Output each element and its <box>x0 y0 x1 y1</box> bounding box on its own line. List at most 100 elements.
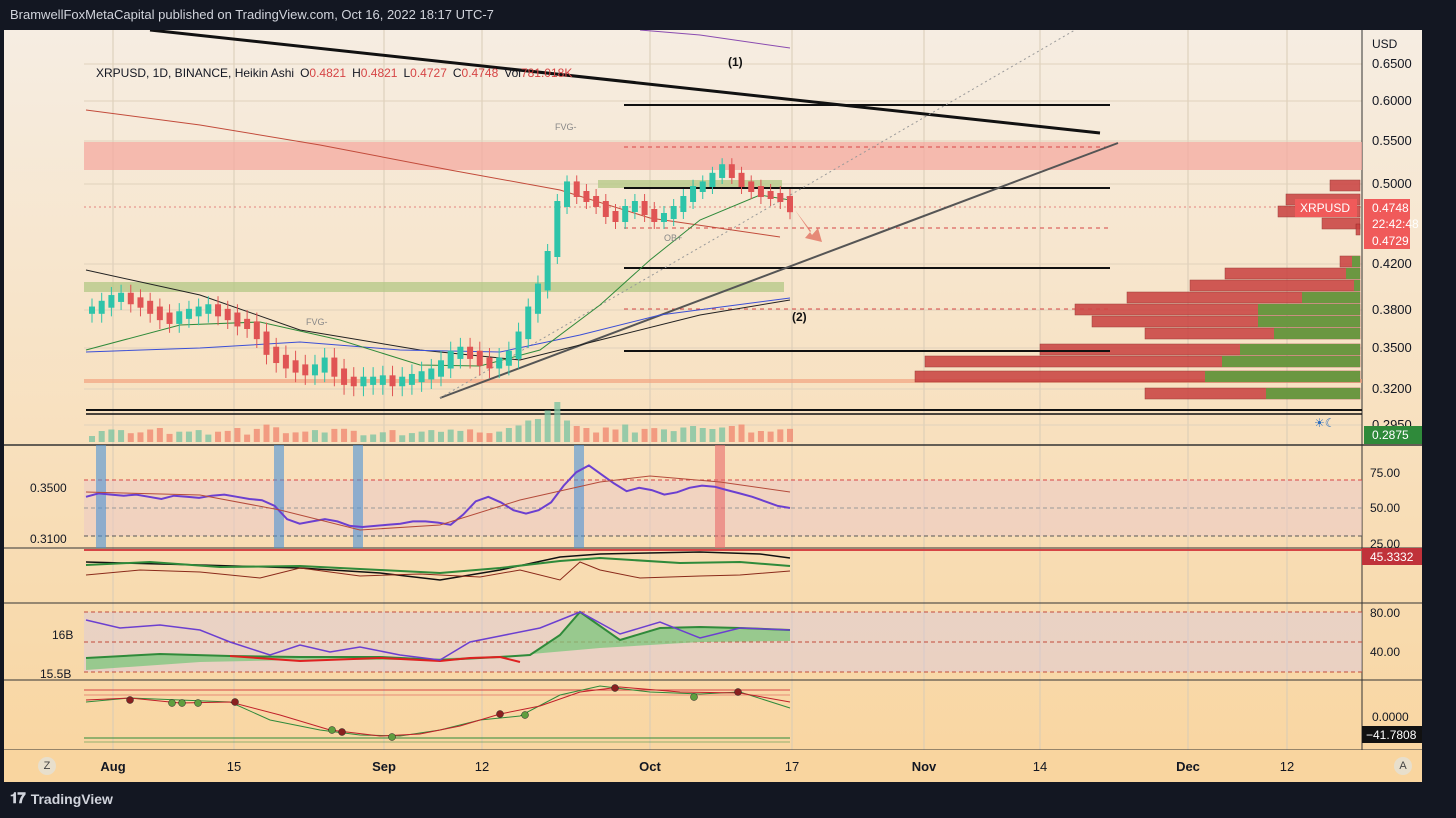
candle-body <box>418 371 425 383</box>
candle-body <box>89 306 95 314</box>
candle-body <box>360 376 367 387</box>
volume-bar <box>98 431 105 442</box>
signal-bar <box>574 445 584 548</box>
volume-bar <box>418 431 425 442</box>
pane4-tick-80: 80.00 <box>1370 606 1400 620</box>
volume-bar <box>379 432 386 442</box>
candle-body <box>748 181 755 192</box>
candle-body <box>263 331 270 355</box>
signal-bar <box>274 445 284 548</box>
volume-bar <box>360 435 367 442</box>
candle-body <box>311 364 318 376</box>
volume-profile-green <box>1352 256 1360 267</box>
pane5-tick: 0.0000 <box>1372 710 1409 724</box>
volume-bar <box>118 430 125 442</box>
left-label: 0.3100 <box>30 532 67 546</box>
volume-bar <box>370 434 377 442</box>
volume-bar <box>728 426 735 442</box>
volume-bar <box>660 429 667 442</box>
candle-body <box>147 300 154 314</box>
candle-body <box>525 306 532 340</box>
x-tick-label: Sep <box>372 759 396 774</box>
brand-name: TradingView <box>30 790 113 807</box>
volume-bars <box>89 402 793 442</box>
candle-body <box>234 312 241 327</box>
candle-body <box>282 354 289 369</box>
candle-body <box>166 312 173 324</box>
candle-body <box>457 346 464 359</box>
volume-bar <box>641 428 648 442</box>
candle-body <box>777 193 784 202</box>
green-tag <box>1364 426 1422 444</box>
candle-body <box>379 375 386 385</box>
volume-bar <box>757 431 764 442</box>
candle-body <box>593 196 600 207</box>
candle-body <box>709 172 716 187</box>
x-tick-label: Oct <box>639 759 661 774</box>
x-tick-label: Dec <box>1176 759 1200 774</box>
pane4-purple <box>85 611 791 661</box>
price-tick: 0.3500 <box>1372 340 1412 355</box>
zoom-button[interactable]: Z <box>38 757 56 775</box>
volume-bar <box>273 427 280 442</box>
legend-o-label: O <box>300 66 310 80</box>
volume-bar <box>699 428 706 442</box>
pane3-tag <box>1362 548 1422 565</box>
candle-body <box>515 331 522 359</box>
chart-frame[interactable]: (1) (2) FVG- FVG- OB+ USD 0.6500 0.6000 0.… <box>0 30 1456 782</box>
signal-dot <box>496 710 504 718</box>
candle-body <box>680 196 687 212</box>
legend-l-label: L <box>403 66 411 80</box>
legend-vol-label: Vol <box>504 66 521 80</box>
signal-dot <box>734 688 742 696</box>
volume-bar <box>496 431 503 442</box>
volume-bar <box>244 434 251 442</box>
signal-dot <box>388 733 396 741</box>
volume-bar <box>147 429 154 442</box>
pane5-tag <box>1362 726 1422 743</box>
signal-dot <box>611 684 619 692</box>
volume-bar <box>515 425 522 442</box>
volume-bar <box>108 429 115 442</box>
volume-profile-bar <box>1189 279 1361 292</box>
volume-bar <box>554 402 561 442</box>
candle-body <box>787 196 793 213</box>
volume-profile-bar <box>1355 223 1361 236</box>
volume-bar <box>505 428 512 442</box>
session-icon: ☀☾ <box>1314 416 1336 430</box>
volume-bar <box>593 432 600 442</box>
candle-body <box>108 295 115 308</box>
volume-bar <box>399 435 406 442</box>
legend-h: 0.4821 <box>360 66 398 80</box>
label-2: (2) <box>792 310 807 324</box>
candle-body <box>757 186 764 197</box>
pane3-red <box>85 561 791 581</box>
chart-canvas[interactable]: (1) (2) FVG- FVG- OB+ USD 0.6500 0.6000 0.… <box>0 30 1456 782</box>
volume-bar <box>263 424 270 442</box>
candle-body <box>292 360 299 373</box>
volume-profile-green <box>1346 268 1360 279</box>
volume-bar <box>127 433 134 442</box>
rsi-ma <box>85 475 791 531</box>
rsi-line <box>85 464 791 529</box>
countdown: 22:42:48 <box>1372 217 1419 231</box>
pane5-tag-value: −41.7808 <box>1366 728 1417 742</box>
pane4-area <box>86 612 790 670</box>
pane4-left: 15.5B <box>40 667 71 681</box>
signal-dot <box>328 726 336 734</box>
x-tick-label: 12 <box>1280 759 1294 774</box>
candle-body <box>631 201 638 212</box>
candle-body <box>273 346 280 364</box>
volume-bar <box>185 431 192 442</box>
candle-body <box>370 376 377 385</box>
support-zone <box>84 282 784 292</box>
candle-body <box>215 304 222 317</box>
volume-bar <box>476 432 483 442</box>
signal-dot <box>168 699 176 707</box>
x-tick-label: 15 <box>227 759 241 774</box>
ob-label: OB+ <box>664 233 682 243</box>
candle-body <box>244 318 251 329</box>
auto-scale-button[interactable]: A <box>1394 757 1412 775</box>
tradingview-logo[interactable]: 𝟏𝟕 TradingView <box>10 790 113 807</box>
symbol-tag <box>1295 199 1357 217</box>
